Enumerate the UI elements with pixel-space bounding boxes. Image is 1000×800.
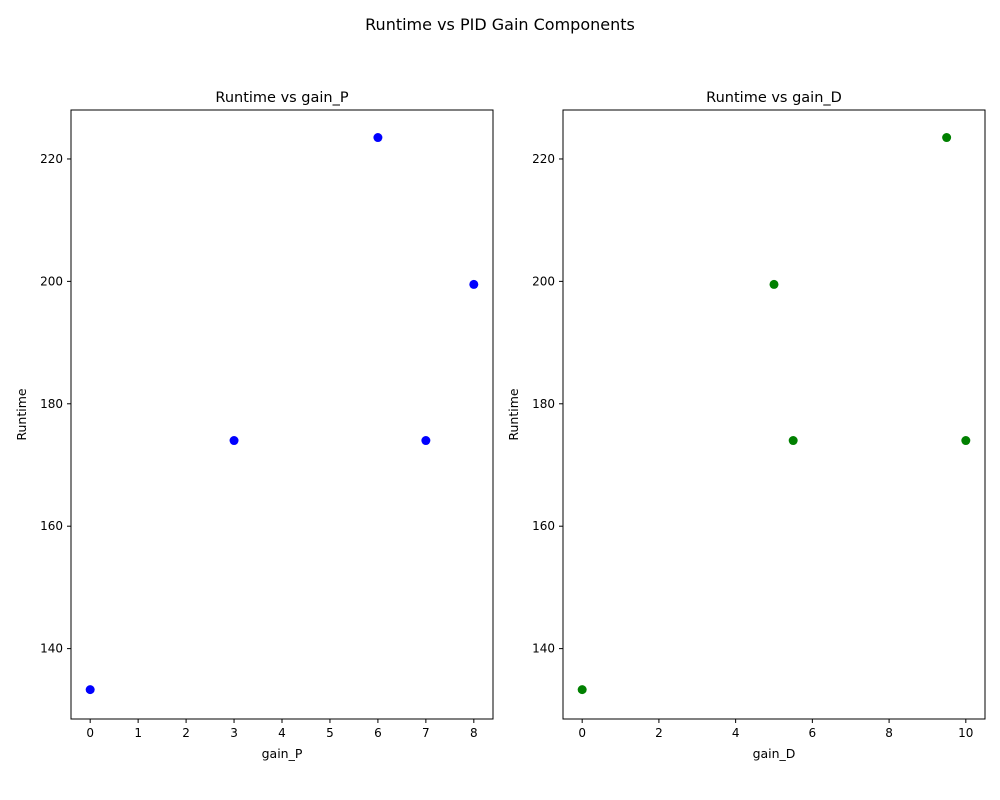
x-tick-label: 7 xyxy=(422,726,430,740)
y-tick-label: 220 xyxy=(40,152,63,166)
x-axis-label: gain_P xyxy=(262,746,303,761)
data-point xyxy=(229,436,239,446)
data-point xyxy=(961,436,971,446)
x-tick-label: 10 xyxy=(958,726,973,740)
y-axis-label: Runtime xyxy=(506,388,521,441)
y-tick-label: 160 xyxy=(532,519,555,533)
y-tick-label: 180 xyxy=(532,397,555,411)
tick-group: 0 2 4 6 8 10 140 160 180 200 220 xyxy=(532,152,973,740)
y-tick-label: 220 xyxy=(532,152,555,166)
data-point xyxy=(577,685,587,695)
x-tick-label: 1 xyxy=(134,726,142,740)
y-tick-label: 180 xyxy=(40,397,63,411)
x-tick-label: 2 xyxy=(182,726,190,740)
plot-frame xyxy=(70,109,494,720)
x-tick-label: 6 xyxy=(809,726,817,740)
data-points xyxy=(577,133,971,695)
data-point xyxy=(85,685,95,695)
figure-title: Runtime vs PID Gain Components xyxy=(365,15,635,34)
x-tick-label: 0 xyxy=(86,726,94,740)
plot-frame xyxy=(562,109,986,720)
data-point xyxy=(769,279,779,289)
y-tick-label: 200 xyxy=(40,274,63,288)
y-tick-label: 140 xyxy=(40,642,63,656)
x-tick-label: 3 xyxy=(230,726,238,740)
data-point xyxy=(788,436,798,446)
y-axis-label: Runtime xyxy=(14,388,29,441)
chart-runtime-vs-gain-p: Runtime vs gain_P 0 1 2 3 4 5 6 7 8 140 160 180 200 2… xyxy=(14,90,494,761)
chart-title: Runtime vs gain_P xyxy=(215,90,348,106)
chart-title: Runtime vs gain_D xyxy=(706,90,842,106)
x-axis-label: gain_D xyxy=(753,746,796,761)
tick-group: 0 1 2 3 4 5 6 7 8 140 160 180 200 220 xyxy=(40,152,478,740)
data-point xyxy=(942,133,952,143)
data-point xyxy=(373,133,383,143)
x-tick-label: 8 xyxy=(470,726,478,740)
x-tick-label: 6 xyxy=(374,726,382,740)
chart-runtime-vs-gain-d: Runtime vs gain_D 0 2 4 6 8 10 140 160 180 200 220… xyxy=(506,90,986,761)
data-points xyxy=(85,133,479,695)
y-tick-label: 140 xyxy=(532,642,555,656)
x-tick-label: 2 xyxy=(655,726,663,740)
y-tick-label: 200 xyxy=(532,274,555,288)
x-tick-label: 4 xyxy=(732,726,740,740)
y-tick-label: 160 xyxy=(40,519,63,533)
x-tick-label: 0 xyxy=(578,726,586,740)
x-tick-label: 4 xyxy=(278,726,286,740)
data-point xyxy=(469,279,479,289)
data-point xyxy=(421,436,431,446)
x-tick-label: 8 xyxy=(885,726,893,740)
x-tick-label: 5 xyxy=(326,726,334,740)
